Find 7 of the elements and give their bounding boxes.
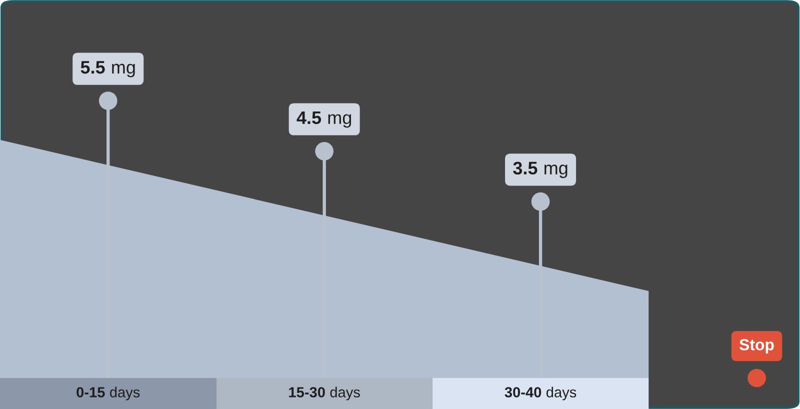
data-label: 5.5 mg bbox=[80, 61, 135, 78]
x-tick-label: 30-40 days bbox=[504, 386, 576, 400]
data-label: 4.5 mg bbox=[296, 112, 352, 128]
data-label: 3.5 mg bbox=[513, 162, 568, 178]
x-tick-label: 0-15 days bbox=[76, 386, 140, 400]
data-label: Stop bbox=[739, 339, 774, 354]
x-tick-label: 15-30 days bbox=[289, 386, 360, 400]
